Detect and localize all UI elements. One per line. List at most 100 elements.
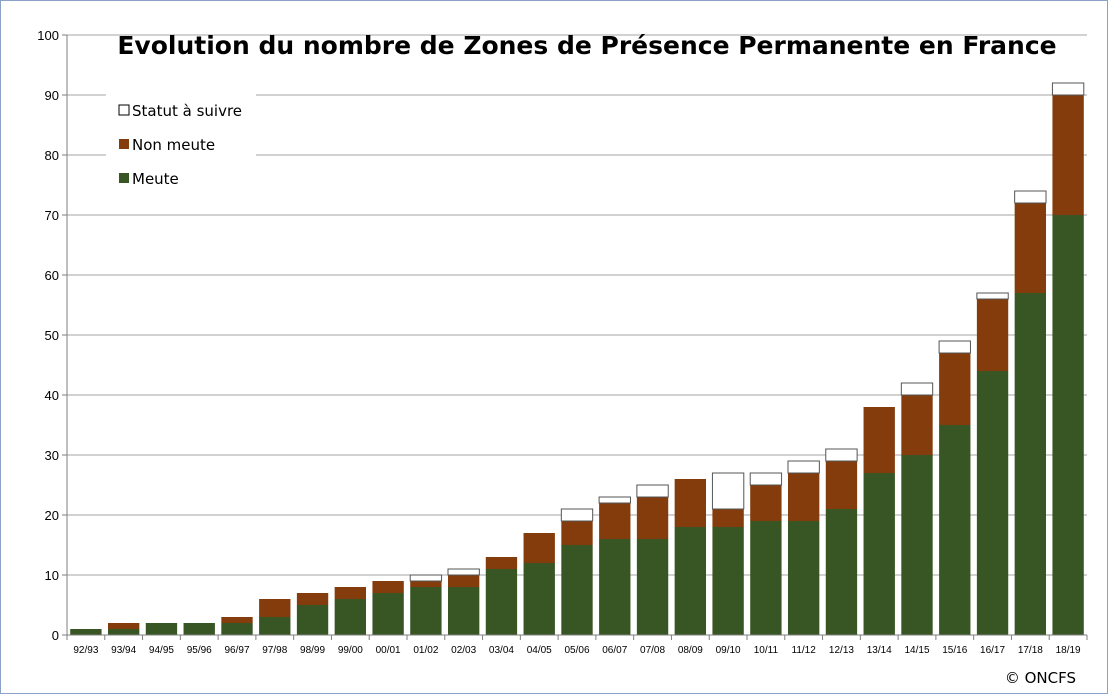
bar-segment <box>447 587 480 635</box>
legend-background <box>106 89 256 199</box>
x-tick-label: 05/06 <box>564 645 589 656</box>
bar-segment <box>750 485 782 521</box>
bar-segment <box>70 629 102 635</box>
bar-segment <box>221 623 253 635</box>
bar-segment <box>145 623 178 635</box>
x-tick-label: 92/93 <box>73 645 98 656</box>
bar-segment <box>259 599 291 617</box>
axes <box>62 34 1088 640</box>
bar-segment <box>523 563 555 635</box>
bar-segment <box>674 479 707 527</box>
bar-segment <box>409 574 443 582</box>
bar-segment <box>712 509 744 527</box>
bar-segment <box>296 593 329 605</box>
bar-segment <box>825 448 858 462</box>
bar-segment <box>372 593 404 635</box>
legend-swatch <box>119 173 129 183</box>
x-tick-label: 09/10 <box>716 645 741 656</box>
bar-segment <box>939 353 971 425</box>
x-tick-label: 16/17 <box>980 645 1005 656</box>
bar-segment <box>825 509 858 635</box>
x-tick-labels: 92/93 93/94 94/95 95/96 96/97 97/98 98/99 99/00… <box>73 645 1081 656</box>
bar-segment <box>296 605 329 635</box>
x-tick-label: 97/98 <box>262 645 287 656</box>
y-tick-labels: 0 10 20 30 40 50 60 70 80 90 100 <box>37 28 59 643</box>
bar-segment <box>410 587 442 635</box>
bar-segment <box>674 527 707 635</box>
y-tick-label: 100 <box>37 28 59 43</box>
x-tick-label: 17/18 <box>1018 645 1043 656</box>
bar-segment <box>636 497 669 539</box>
y-tick-label: 20 <box>45 508 59 523</box>
bar-segment <box>183 623 215 635</box>
credit-text: © ONCFS <box>1005 669 1076 687</box>
bar-segment <box>259 617 291 635</box>
bar-segment <box>636 539 669 635</box>
x-tick-label: 12/13 <box>829 645 854 656</box>
bar-segment <box>711 472 745 510</box>
bar-segment <box>598 496 631 504</box>
x-tick-label: 94/95 <box>149 645 174 656</box>
bars <box>70 82 1085 635</box>
bar-segment <box>825 461 858 509</box>
x-tick-label: 06/07 <box>602 645 627 656</box>
bar-segment <box>107 629 140 635</box>
x-tick-label: 02/03 <box>451 645 476 656</box>
x-tick-label: 15/16 <box>942 645 967 656</box>
x-tick-label: 95/96 <box>187 645 212 656</box>
bar-segment <box>901 395 933 455</box>
bar-segment <box>561 521 593 545</box>
bar-segment <box>1051 82 1085 96</box>
x-tick-label: 18/19 <box>1056 645 1081 656</box>
x-tick-label: 98/99 <box>300 645 325 656</box>
x-tick-label: 96/97 <box>224 645 249 656</box>
bar-segment <box>976 292 1009 300</box>
chart-title: Evolution du nombre de Zones de Présence… <box>117 31 1056 60</box>
x-tick-label: 01/02 <box>413 645 438 656</box>
bar-segment <box>787 460 820 474</box>
bar-segment <box>1014 203 1047 293</box>
bar-segment <box>1052 95 1084 215</box>
bar-segment <box>1052 215 1084 635</box>
bar-segment <box>561 545 593 635</box>
bar-segment <box>107 623 140 629</box>
legend-swatch <box>119 139 129 149</box>
y-tick-label: 30 <box>45 448 59 463</box>
y-tick-label: 10 <box>45 568 59 583</box>
bar-segment <box>410 581 442 587</box>
bar-segment <box>749 472 783 486</box>
x-tick-label: 10/11 <box>754 645 779 656</box>
gridlines <box>67 34 1087 576</box>
legend-label: Meute <box>132 170 179 188</box>
bar-segment <box>938 340 971 354</box>
x-tick-label: 08/09 <box>678 645 703 656</box>
bar-segment <box>900 382 934 396</box>
x-tick-label: 04/05 <box>527 645 552 656</box>
bar-segment <box>523 533 555 563</box>
bar-segment <box>636 484 669 498</box>
y-tick-label: 90 <box>45 88 59 103</box>
y-tick-label: 40 <box>45 388 59 403</box>
bar-segment <box>863 473 895 635</box>
x-tick-label: 11/12 <box>792 645 817 656</box>
bar-segment <box>599 539 631 635</box>
bar-segment <box>447 575 480 587</box>
bar-segment <box>750 521 782 635</box>
bar-segment <box>372 581 404 593</box>
bar-segment <box>334 587 367 599</box>
bar-segment <box>447 568 480 576</box>
bar-segment <box>863 407 895 473</box>
bar-segment <box>560 508 594 522</box>
x-tick-label: 13/14 <box>867 645 892 656</box>
bar-segment <box>599 503 631 539</box>
legend-label: Non meute <box>132 136 215 154</box>
bar-segment <box>1014 190 1047 204</box>
x-tick-label: 03/04 <box>489 645 514 656</box>
y-tick-label: 60 <box>45 268 59 283</box>
bar-segment <box>712 527 744 635</box>
y-tick-label: 50 <box>45 328 59 343</box>
x-tick-label: 99/00 <box>338 645 363 656</box>
bar-segment <box>485 569 518 635</box>
